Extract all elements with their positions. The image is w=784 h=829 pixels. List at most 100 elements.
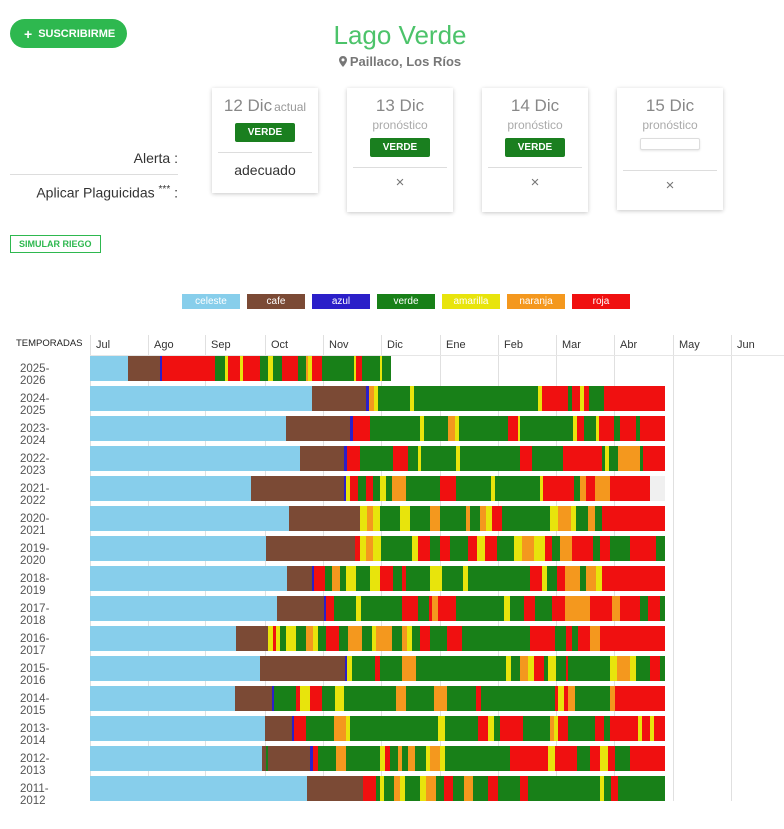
status-segment-naranja — [430, 746, 440, 771]
status-segment-roja — [648, 596, 660, 621]
month-label: Ene — [446, 339, 466, 351]
season-bar — [90, 416, 670, 441]
status-segment-roja — [294, 716, 306, 741]
status-segment-amarilla — [596, 566, 602, 591]
status-segment-verde — [574, 476, 580, 501]
status-segment-roja — [273, 626, 276, 651]
status-segment-amarilla — [540, 476, 543, 501]
close-icon: × — [395, 174, 405, 191]
month-label: Dic — [387, 339, 403, 351]
status-segment-naranja — [392, 476, 406, 501]
status-segment-verde — [544, 656, 548, 681]
status-segment-roja — [243, 356, 260, 381]
legend-item-roja: roja — [572, 294, 630, 309]
status-segment-amarilla — [373, 506, 380, 531]
status-segment-naranja — [306, 356, 308, 381]
status-segment-roja — [545, 536, 552, 561]
status-segment-verde — [470, 506, 480, 531]
season-bar — [90, 506, 670, 531]
status-segment-roja — [402, 566, 406, 591]
status-segment-amarilla — [380, 476, 386, 501]
status-segment-roja — [310, 686, 322, 711]
status-segment-amarilla — [407, 626, 412, 651]
status-segment-roja — [350, 476, 358, 501]
alert-badge — [640, 138, 700, 150]
status-segment-roja — [478, 716, 488, 741]
status-segment-azul — [272, 686, 274, 711]
status-segment-verde — [405, 776, 420, 801]
status-segment-cafe — [128, 356, 160, 381]
status-segment-verde — [445, 716, 478, 741]
status-segment-amarilla — [438, 716, 445, 741]
status-segment-azul — [345, 656, 347, 681]
status-segment-azul — [366, 386, 369, 411]
month-label: Jun — [737, 339, 755, 351]
status-segment-azul — [160, 356, 162, 381]
status-segment-cafe — [235, 686, 272, 711]
status-segment-amarilla — [276, 626, 280, 651]
simulate-irrigation-button[interactable]: SIMULAR RIEGO — [10, 235, 101, 253]
status-segment-verde — [462, 626, 530, 651]
status-segment-celeste — [90, 446, 300, 471]
status-segment-roja — [557, 566, 565, 591]
status-segment-verde — [274, 686, 296, 711]
status-segment-roja — [630, 536, 656, 561]
card-date: 12 Dic actual — [223, 96, 307, 115]
season-bar — [90, 776, 670, 801]
status-segment-roja — [530, 566, 542, 591]
card-date: 14 Dic — [510, 96, 560, 115]
season-bar — [90, 386, 670, 411]
season-label: 2013-2014 — [20, 723, 50, 747]
status-segment-amarilla — [420, 776, 426, 801]
status-segment-roja — [610, 716, 638, 741]
month-label: Oct — [271, 339, 289, 351]
subscribe-button[interactable]: + SUSCRIBIRME — [10, 19, 128, 48]
status-segment-verde — [334, 596, 356, 621]
status-segment-roja — [440, 476, 456, 501]
status-segment-verde — [406, 566, 430, 591]
status-segment-roja — [610, 476, 650, 501]
status-segment-naranja — [610, 686, 615, 711]
status-segment-amarilla — [554, 716, 558, 741]
status-segment-roja — [393, 446, 408, 471]
status-segment-amarilla — [477, 536, 485, 561]
status-segment-verde — [386, 476, 392, 501]
status-segment-roja — [356, 356, 362, 381]
status-segment-roja — [620, 596, 640, 621]
season-label: 2014-2015 — [20, 693, 50, 717]
legend: celeste cafe azul verde amarilla naranja roja — [182, 294, 630, 309]
status-segment-verde — [576, 506, 588, 531]
status-segment-amarilla — [630, 656, 636, 681]
card-subtitle: pronóstico — [642, 118, 698, 132]
legend-item-azul: azul — [312, 294, 370, 309]
status-segment-roja — [654, 716, 665, 741]
status-segment-verde — [460, 446, 520, 471]
status-segment-naranja — [426, 776, 436, 801]
status-segment-amarilla — [380, 776, 384, 801]
status-segment-celeste — [90, 506, 289, 531]
card-note: actual — [274, 100, 307, 114]
status-segment-naranja — [464, 776, 473, 801]
status-segment-roja — [488, 776, 498, 801]
status-segment-verde — [358, 476, 366, 501]
status-segment-amarilla — [286, 626, 296, 651]
status-segment-verde — [442, 566, 463, 591]
status-segment-verde — [494, 716, 500, 741]
status-segment-roja — [555, 686, 558, 711]
status-segment-verde — [421, 446, 456, 471]
status-segment-roja — [602, 506, 665, 531]
season-bar — [90, 716, 670, 741]
month-label: Mar — [562, 339, 581, 351]
status-segment-roja — [630, 746, 665, 771]
status-segment-verde — [390, 746, 398, 771]
season-label: 2020-2021 — [20, 513, 50, 537]
status-segment-roja — [380, 566, 393, 591]
status-segment-amarilla — [514, 536, 522, 561]
status-segment-amarilla — [380, 746, 385, 771]
status-segment-celeste — [90, 686, 235, 711]
season-bar — [90, 626, 670, 651]
status-segment-verde — [523, 716, 550, 741]
status-segment-cafe — [287, 566, 312, 591]
status-segment-amarilla — [430, 566, 442, 591]
status-segment-cafe — [260, 656, 345, 681]
